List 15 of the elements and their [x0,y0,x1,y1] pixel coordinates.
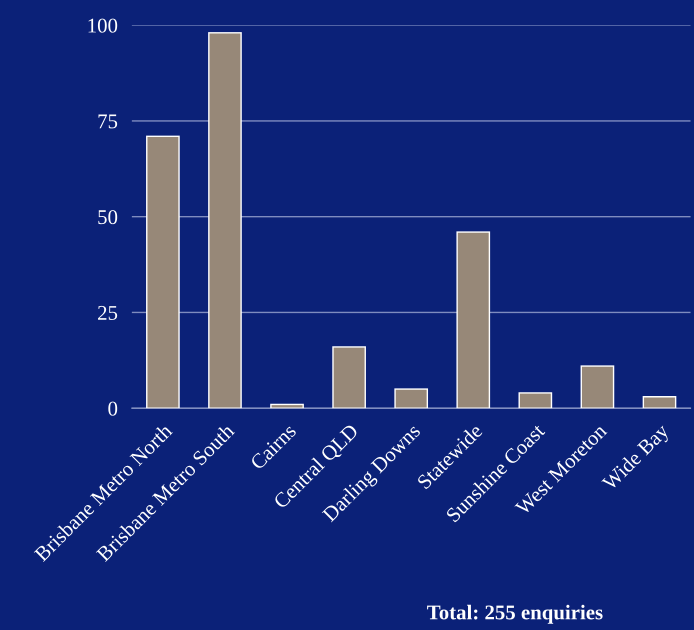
bar [208,32,242,408]
text: Total: 255 enquiries [427,604,603,624]
y-tick-label: 100 [88,18,118,33]
bar [518,392,552,408]
bar [332,346,366,408]
y-tick-label: 0 [108,402,118,416]
bar [394,388,428,408]
bar [270,404,304,408]
y-tick-label: 75 [98,114,118,128]
y-tick-label: 25 [98,306,118,320]
bar [146,136,180,408]
bar [580,365,614,408]
y-tick-label: 50 [98,210,118,224]
bar [642,396,676,408]
bar [456,231,490,408]
